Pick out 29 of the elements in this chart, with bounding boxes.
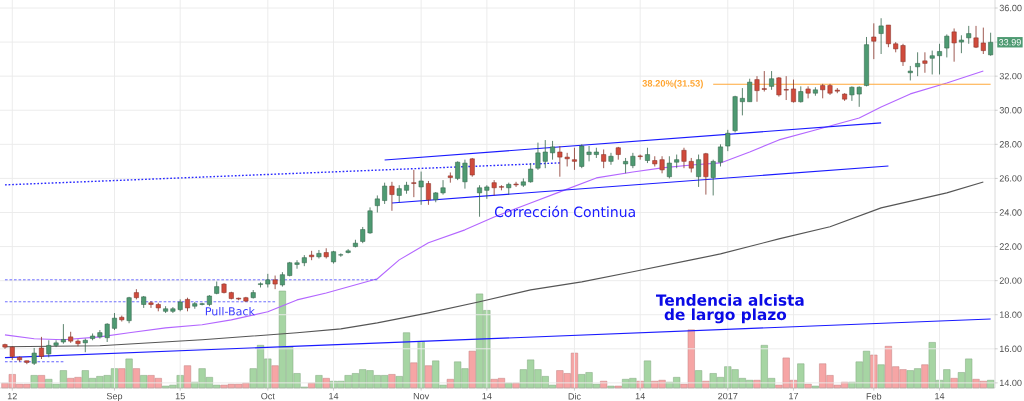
y-tick-label: 30.00 (999, 107, 1022, 114)
y-tick-label: 32.00 (999, 72, 1022, 80)
annotation: 38.20%(31.53) (642, 79, 703, 89)
x-tick-label: Dic (568, 392, 581, 400)
x-tick-label: 14 (329, 392, 339, 400)
x-tick-label: 2017 (718, 392, 738, 400)
x-tick-label: 14 (482, 392, 492, 400)
y-tick-label: 26.00 (999, 175, 1022, 182)
y-tick-label: 16.00 (999, 345, 1022, 353)
y-tick-label: 36.00 (999, 4, 1022, 12)
x-tick-label: 15 (175, 392, 185, 400)
y-tick-label: 18.00 (999, 311, 1022, 318)
x-tick-label: 14 (635, 392, 645, 400)
annotation: Pull-Back (205, 306, 255, 316)
annotation: 33.99 (998, 39, 1021, 46)
x-tick-label: 12 (7, 392, 17, 400)
annotation: Tendencia alcista (656, 293, 804, 306)
y-tick-label: 28.00 (999, 141, 1022, 148)
x-tick-label: 17 (789, 392, 799, 400)
x-tick-label: Feb (866, 392, 882, 400)
x-tick-label: Oct (261, 392, 275, 400)
y-tick-label: 20.00 (999, 277, 1022, 284)
x-tick-label: 14 (935, 392, 945, 400)
y-tick-label: 24.00 (999, 209, 1022, 216)
y-tick-label: 22.00 (999, 243, 1022, 250)
annotation: de largo plazo (664, 308, 787, 324)
y-tick-label: 14.00 (999, 379, 1022, 387)
x-tick-label: Sep (106, 392, 123, 401)
x-tick-label: Nov (413, 392, 430, 400)
